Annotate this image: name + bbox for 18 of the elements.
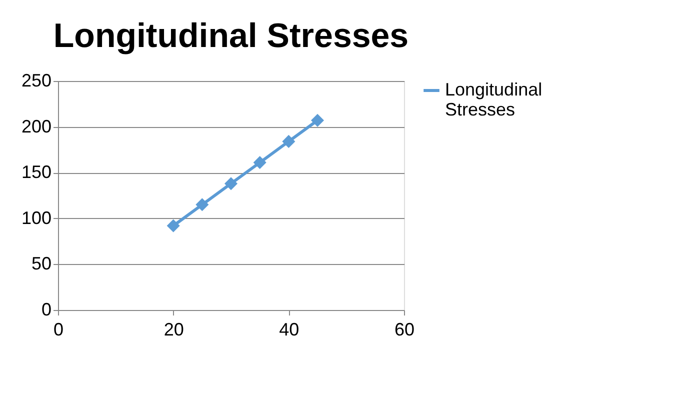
point — [166, 219, 180, 232]
y-tick-label: 50 — [31, 254, 52, 274]
y-tick-label: 100 — [21, 208, 52, 228]
x-tick-label: 0 — [53, 320, 64, 340]
y-tick-label: 150 — [21, 162, 52, 182]
y-tick-label: 250 — [21, 70, 52, 90]
x-tick-label: 60 — [394, 320, 415, 340]
point — [310, 114, 324, 127]
point — [282, 134, 296, 148]
x-tick-label: 20 — [164, 320, 184, 340]
point — [196, 198, 209, 212]
point — [224, 177, 238, 190]
point — [253, 156, 266, 170]
x-tick-label: 40 — [279, 320, 300, 340]
chart-title: Longitudinal Stresses — [53, 17, 409, 55]
y-tick-label: 200 — [21, 116, 52, 136]
legend-label: Longitudinal Stresses — [445, 80, 542, 120]
y-tick-label: 0 — [41, 300, 52, 320]
